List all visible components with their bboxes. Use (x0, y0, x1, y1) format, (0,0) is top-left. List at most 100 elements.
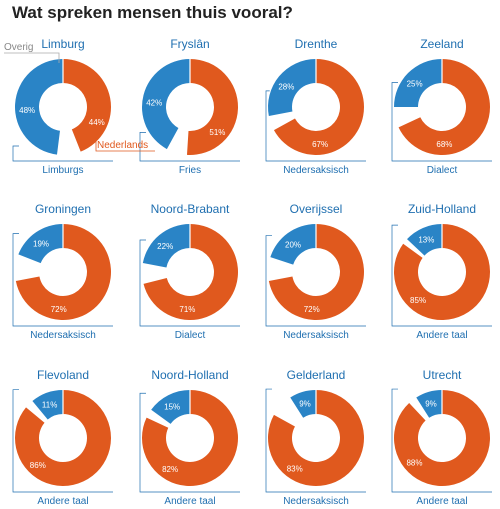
callout-line (265, 388, 366, 493)
region-title: Fryslân (170, 37, 209, 51)
other-percent-label: 25% (407, 80, 423, 89)
other-language-label: Andere taal (37, 496, 88, 507)
other-language-slice (416, 390, 442, 418)
nederlands-percent-label: 72% (51, 305, 67, 314)
region-title: Groningen (35, 202, 91, 216)
nederlands-percent-label: 44% (89, 118, 105, 127)
other-language-label: Dialect (427, 165, 458, 176)
other-percent-label: 9% (425, 400, 437, 409)
nederlands-slice (143, 224, 239, 320)
other-language-label: Andere taal (164, 496, 215, 507)
nederlands-slice (186, 59, 238, 155)
donut-7: 72% 20% Overijssel Nedersaksisch (265, 202, 366, 341)
region-title: Drenthe (295, 37, 338, 51)
callout-line (139, 392, 240, 493)
other-language-label: Fries (179, 165, 201, 176)
other-percent-label: 15% (164, 403, 180, 412)
nederlands-slice (141, 390, 239, 486)
other-language-slice (14, 59, 63, 155)
other-language-label: Limburgs (42, 165, 83, 176)
callout-line (139, 132, 240, 162)
nederlands-percent-label: 67% (312, 140, 328, 149)
nederlands-percent-label: 88% (406, 459, 422, 468)
region-title: Utrecht (423, 368, 462, 382)
other-language-slice (142, 224, 190, 268)
nederlands-percent-label: 86% (30, 461, 46, 470)
nederlands-callout-line (91, 136, 155, 152)
donut-12: 88% 9% Utrecht Andere taal (391, 368, 492, 507)
nederlands-slice (268, 390, 365, 486)
region-title: Gelderland (287, 368, 346, 382)
donut-4: 68% 25% Zeeland Dialect (391, 37, 492, 176)
other-percent-label: 19% (33, 239, 49, 248)
callout-line (391, 224, 492, 327)
other-language-label: Nedersaksisch (283, 165, 349, 176)
region-title: Noord-Holland (151, 368, 228, 382)
nederlands-percent-label: 85% (410, 296, 426, 305)
page-title: Wat spreken mensen thuis vooral? (12, 3, 293, 22)
nederlands-legend-label: Nederlands (97, 140, 148, 151)
region-title: Overijssel (290, 202, 343, 216)
nederlands-percent-label: 51% (209, 128, 225, 137)
other-language-slice (151, 390, 190, 424)
nederlands-slice (394, 224, 490, 321)
other-language-label: Nedersaksisch (30, 330, 96, 341)
other-language-label: Andere taal (416, 330, 467, 341)
nederlands-slice (15, 224, 111, 320)
callout-line (391, 388, 492, 493)
region-title: Noord-Brabant (151, 202, 230, 216)
donut-11: 83% 9% Gelderland Nedersaksisch (265, 368, 366, 507)
donut-1: 44% 48% Limburg Limburgs (12, 37, 113, 176)
nederlands-slice (398, 59, 491, 155)
nederlands-percent-label: 68% (436, 140, 452, 149)
other-percent-label: 11% (42, 401, 57, 410)
other-language-slice (394, 59, 442, 107)
other-language-slice (142, 59, 190, 150)
callout-line (391, 82, 492, 162)
donut-2: 51% 42% Fryslân Fries (139, 37, 240, 176)
donut-9: 86% 11% Flevoland Andere taal (12, 368, 113, 507)
region-title: Zeeland (420, 37, 463, 51)
nederlands-slice (268, 224, 365, 321)
region-title: Flevoland (37, 368, 89, 382)
other-language-label: Dialect (175, 330, 206, 341)
callout-line (12, 145, 113, 162)
other-language-slice (407, 224, 442, 256)
callout-line (139, 239, 240, 327)
donut-5: 72% 19% Groningen Nedersaksisch (12, 202, 113, 341)
other-language-slice (270, 224, 316, 265)
donut-3: 67% 28% Drenthe Nedersaksisch (265, 37, 366, 176)
callout-line (12, 389, 113, 493)
overig-legend-label: Overig (4, 42, 33, 53)
nederlands-slice (15, 390, 112, 486)
other-percent-label: 42% (146, 99, 162, 108)
region-title: Limburg (41, 37, 84, 51)
other-language-slice (18, 224, 63, 264)
other-language-slice (32, 390, 63, 420)
nederlands-percent-label: 82% (162, 465, 178, 474)
other-percent-label: 13% (418, 236, 434, 245)
nederlands-slice (63, 59, 111, 152)
other-language-label: Andere taal (416, 496, 467, 507)
other-percent-label: 28% (278, 83, 294, 92)
nederlands-percent-label: 71% (179, 305, 195, 314)
nederlands-percent-label: 83% (287, 464, 303, 473)
other-language-label: Nedersaksisch (283, 330, 349, 341)
other-language-label: Nedersaksisch (283, 496, 349, 507)
callout-line (265, 235, 366, 327)
donut-6: 71% 22% Noord-Brabant Dialect (139, 202, 240, 341)
nederlands-slice (273, 59, 365, 155)
donut-8: 85% 13% Zuid-Holland Andere taal (391, 202, 492, 341)
callout-line (12, 233, 113, 327)
other-language-slice (290, 390, 316, 418)
overig-callout-line (4, 52, 60, 63)
callout-line (265, 90, 366, 162)
nederlands-percent-label: 72% (304, 305, 320, 314)
other-percent-label: 9% (299, 400, 311, 409)
other-percent-label: 20% (285, 240, 301, 249)
region-title: Zuid-Holland (408, 202, 476, 216)
donut-10: 82% 15% Noord-Holland Andere taal (139, 368, 240, 507)
other-percent-label: 48% (19, 106, 35, 115)
other-percent-label: 22% (157, 242, 173, 251)
